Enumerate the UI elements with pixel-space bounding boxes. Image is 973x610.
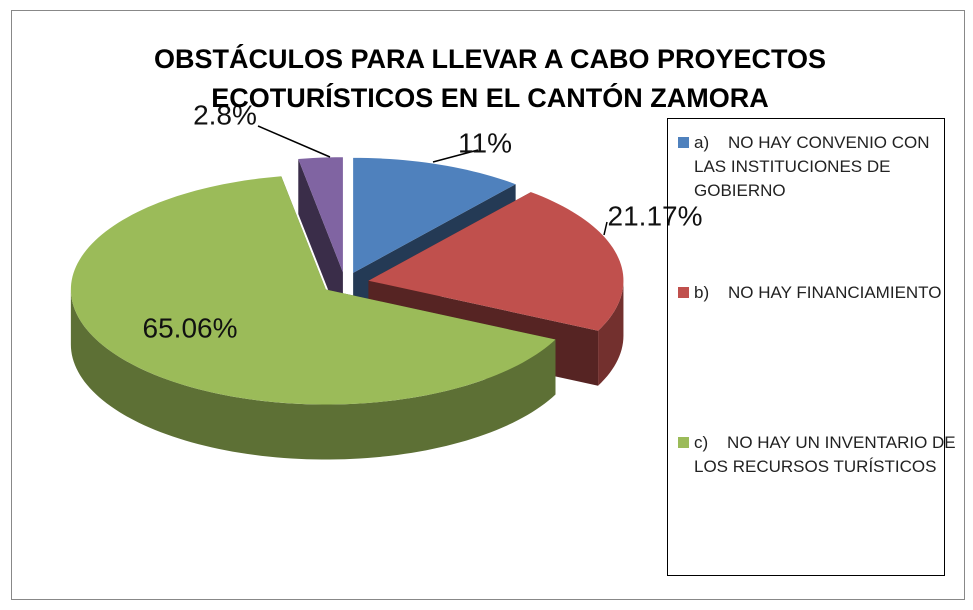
legend-entry: c) NO HAY UN INVENTARIO DE LOS RECURSOS … (676, 431, 956, 479)
legend-entry: a) NO HAY CONVENIO CON LAS INSTITUCIONES… (676, 131, 956, 203)
slice (298, 157, 343, 273)
slice-side (298, 158, 343, 328)
chart-title: OBSTÁCULOS PARA LLEVAR A CABO PROYECTOS … (153, 44, 827, 113)
legend-swatch (678, 437, 689, 448)
slice (368, 192, 624, 331)
slice (70, 176, 556, 405)
legend: a) NO HAY CONVENIO CON LAS INSTITUCIONES… (667, 118, 956, 576)
slice-wall (70, 289, 556, 460)
leader-line (257, 125, 331, 158)
legend-label: a) NO HAY CONVENIO CON LAS INSTITUCIONES… (694, 133, 935, 200)
legend-entry: b) NO HAY FINANCIAMIENTO (676, 281, 956, 305)
slice-wall (598, 280, 624, 386)
data-label: 2.8% (193, 99, 257, 130)
legend-label: c) NO HAY UN INVENTARIO DE LOS RECURSOS … (694, 433, 961, 476)
pie (70, 157, 624, 460)
data-label: 21.17% (608, 200, 703, 231)
leader-line (432, 149, 479, 163)
legend-swatch (678, 137, 689, 148)
leader-line (603, 221, 608, 236)
legend-label: b) NO HAY FINANCIAMIENTO (694, 283, 942, 302)
slice (353, 157, 516, 273)
chart-frame (11, 10, 965, 600)
data-label: 65.06% (143, 312, 238, 343)
legend-swatch (678, 287, 689, 298)
data-label: 11% (458, 127, 512, 158)
